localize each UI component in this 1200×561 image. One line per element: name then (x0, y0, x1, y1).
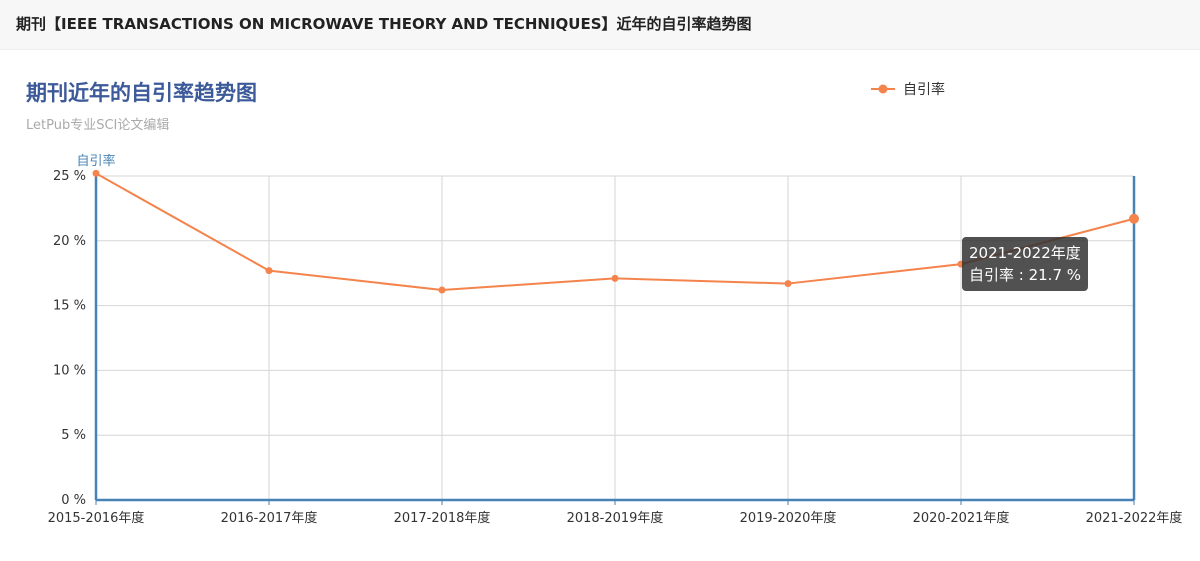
data-point[interactable] (265, 267, 273, 275)
page-title: 期刊【IEEE TRANSACTIONS ON MICROWAVE THEORY… (16, 15, 752, 33)
x-tick-label: 2020-2021年度 (913, 510, 1010, 526)
data-point[interactable] (92, 169, 100, 177)
chart-tooltip: 2021-2022年度 自引率 : 21.7 % (962, 237, 1089, 291)
page-header: 期刊【IEEE TRANSACTIONS ON MICROWAVE THEORY… (0, 0, 1200, 50)
legend-label[interactable]: 自引率 (903, 81, 945, 98)
y-tick-label: 25 % (53, 169, 86, 184)
x-tick-label: 2017-2018年度 (394, 510, 491, 526)
data-point[interactable] (611, 274, 619, 282)
legend-marker (878, 84, 888, 94)
data-point[interactable] (784, 280, 792, 288)
x-tick-label: 2021-2022年度 (1086, 510, 1183, 526)
x-tick-label: 2019-2020年度 (740, 510, 837, 526)
chart-title: 期刊近年的自引率趋势图 (26, 81, 257, 105)
y-tick-label: 0 % (61, 493, 86, 508)
y-tick-label: 15 % (53, 299, 86, 314)
tooltip-category: 2021-2022年度 (969, 244, 1081, 262)
x-tick-label: 2015-2016年度 (48, 510, 145, 526)
chart-subtitle: LetPub专业SCI论文编辑 (26, 118, 170, 133)
x-tick-label: 2018-2019年度 (567, 510, 664, 526)
y-tick-label: 10 % (53, 363, 86, 378)
y-tick-label: 5 % (61, 428, 86, 443)
y-tick-label: 20 % (53, 234, 86, 249)
data-point[interactable] (438, 286, 446, 294)
x-tick-label: 2016-2017年度 (221, 510, 318, 526)
tooltip-value: 自引率 : 21.7 % (969, 266, 1082, 284)
y-axis-label: 自引率 (76, 153, 115, 169)
data-point[interactable] (1129, 213, 1139, 224)
